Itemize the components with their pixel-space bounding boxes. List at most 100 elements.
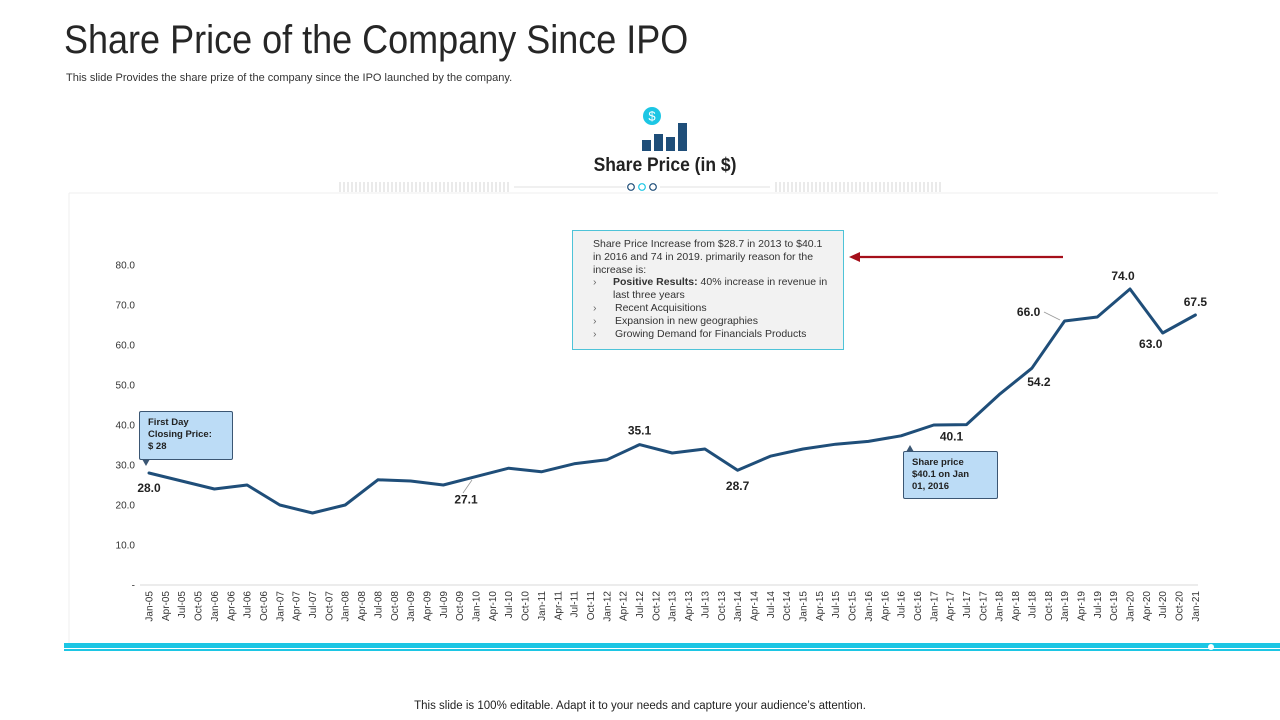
x-tick-label: Apr-08 bbox=[357, 591, 368, 621]
annotation-bullet: Expansion in new geographies bbox=[593, 315, 833, 328]
x-tick-label: Jul-15 bbox=[831, 591, 842, 619]
x-tick-label: Jan-09 bbox=[406, 591, 417, 622]
data-label: 28.0 bbox=[137, 481, 161, 495]
x-tick-label: Jul-06 bbox=[243, 591, 254, 619]
x-tick-label: Jan-06 bbox=[210, 591, 221, 622]
x-tick-label: Jul-18 bbox=[1027, 591, 1038, 619]
annotation-bullet: Growing Demand for Financials Products bbox=[593, 328, 833, 341]
x-tick-label: Oct-20 bbox=[1175, 591, 1186, 621]
x-tick-label: Apr-05 bbox=[161, 591, 172, 621]
y-tick-label: 50.0 bbox=[116, 381, 136, 392]
x-tick-label: Jan-17 bbox=[929, 591, 940, 622]
dollar-bar-chart-icon: $ bbox=[642, 107, 687, 151]
y-tick-label: 80.0 bbox=[116, 261, 136, 272]
data-label: 28.7 bbox=[726, 479, 750, 493]
slide-subtitle: This slide Provides the share prize of t… bbox=[66, 72, 513, 84]
svg-text:$: $ bbox=[648, 109, 656, 124]
x-tick-label: Jan-16 bbox=[864, 591, 875, 622]
x-tick-label: Jul-11 bbox=[570, 591, 581, 618]
data-label: 35.1 bbox=[628, 424, 652, 438]
first-day-callout-pointer bbox=[142, 459, 150, 466]
x-tick-label: Jul-09 bbox=[439, 591, 450, 619]
x-tick-label: Jul-07 bbox=[308, 591, 319, 619]
x-tick-label: Jan-10 bbox=[472, 591, 483, 622]
x-tick-label: Jan-20 bbox=[1126, 591, 1137, 622]
x-tick-label: Apr-13 bbox=[684, 591, 695, 621]
y-tick-label: 60.0 bbox=[116, 341, 136, 352]
x-tick-label: Jul-13 bbox=[700, 591, 711, 619]
x-tick-label: Apr-15 bbox=[815, 591, 826, 621]
annotation-bullet-positive-results: Positive Results: 40% increase in revenu… bbox=[593, 276, 833, 302]
data-label: 67.5 bbox=[1184, 295, 1208, 309]
x-tick-label: Oct-05 bbox=[194, 591, 205, 621]
heading-divider bbox=[339, 182, 941, 192]
x-tick-label: Apr-16 bbox=[880, 591, 891, 621]
footer-note: This slide is 100% editable. Adapt it to… bbox=[414, 700, 866, 712]
x-tick-label: Apr-18 bbox=[1011, 591, 1022, 621]
x-tick-label: Jul-16 bbox=[897, 591, 908, 619]
annotation-arrow-head bbox=[849, 252, 860, 262]
first-day-callout: First Day Closing Price: $ 28 bbox=[139, 411, 233, 460]
x-tick-label: Apr-06 bbox=[226, 591, 237, 621]
x-tick-label: Apr-12 bbox=[619, 591, 630, 621]
x-tick-label: Jan-05 bbox=[145, 591, 156, 622]
x-tick-label: Oct-06 bbox=[259, 591, 270, 621]
x-tick-label: Jan-13 bbox=[668, 591, 679, 622]
data-label: 66.0 bbox=[1017, 305, 1041, 319]
x-tick-label: Apr-07 bbox=[292, 591, 303, 621]
y-tick-label: - bbox=[132, 581, 135, 592]
x-tick-label: Oct-10 bbox=[521, 591, 532, 621]
share-price-callout-pointer bbox=[906, 445, 914, 452]
x-tick-label: Jan-19 bbox=[1060, 591, 1071, 622]
x-tick-label: Jul-17 bbox=[962, 591, 973, 619]
x-tick-label: Oct-19 bbox=[1109, 591, 1120, 621]
annotation-bullets: Positive Results: 40% increase in revenu… bbox=[593, 276, 833, 340]
x-tick-label: Jan-15 bbox=[799, 591, 810, 622]
y-tick-label: 40.0 bbox=[116, 421, 136, 432]
x-tick-label: Oct-08 bbox=[390, 591, 401, 621]
x-tick-label: Jul-08 bbox=[373, 591, 384, 619]
annotation-bullet: Recent Acquisitions bbox=[593, 302, 833, 315]
data-label: 54.2 bbox=[1027, 375, 1051, 389]
x-tick-label: Jan-14 bbox=[733, 591, 744, 622]
footer-accent-bar bbox=[64, 643, 1280, 652]
x-tick-label: Jul-19 bbox=[1093, 591, 1104, 619]
annotation-intro: Share Price Increase from $28.7 in 2013 … bbox=[593, 238, 823, 276]
x-tick-label: Apr-19 bbox=[1076, 591, 1087, 621]
annotation-box: Share Price Increase from $28.7 in 2013 … bbox=[572, 230, 844, 350]
x-tick-label: Apr-14 bbox=[749, 591, 760, 621]
share-price-line bbox=[147, 287, 1197, 515]
chart-heading: Share Price (in $) bbox=[593, 155, 737, 176]
x-tick-label: Oct-14 bbox=[782, 591, 793, 621]
x-tick-label: Jan-07 bbox=[275, 591, 286, 622]
x-tick-label: Oct-15 bbox=[848, 591, 859, 621]
data-label: 74.0 bbox=[1111, 269, 1135, 283]
x-tick-label: Oct-13 bbox=[717, 591, 728, 621]
x-tick-label: Oct-07 bbox=[324, 591, 335, 621]
x-tick-label: Jul-05 bbox=[177, 591, 188, 619]
x-tick-label: Apr-09 bbox=[422, 591, 433, 621]
annotation-bullet-bold: Positive Results: bbox=[613, 276, 698, 289]
x-tick-label: Oct-11 bbox=[586, 591, 597, 621]
x-tick-label: Jan-12 bbox=[602, 591, 613, 622]
x-tick-label: Oct-18 bbox=[1044, 591, 1055, 621]
y-tick-label: 30.0 bbox=[116, 461, 136, 472]
x-tick-label: Jul-10 bbox=[504, 591, 515, 619]
data-label: 27.1 bbox=[454, 493, 478, 507]
x-tick-label: Oct-17 bbox=[978, 591, 989, 621]
x-tick-label: Apr-17 bbox=[946, 591, 957, 621]
x-tick-label: Jan-11 bbox=[537, 591, 548, 621]
x-tick-label: Jan-18 bbox=[995, 591, 1006, 622]
slide-title: Share Price of the Company Since IPO bbox=[64, 18, 689, 62]
x-tick-label: Jan-08 bbox=[341, 591, 352, 622]
x-tick-label: Jul-14 bbox=[766, 591, 777, 619]
share-price-callout: Share price $40.1 on Jan 01, 2016 bbox=[903, 451, 998, 499]
x-tick-label: Apr-20 bbox=[1142, 591, 1153, 621]
y-tick-label: 10.0 bbox=[116, 541, 136, 552]
x-tick-label: Jan-21 bbox=[1191, 591, 1202, 622]
x-tick-label: Apr-10 bbox=[488, 591, 499, 621]
data-label: 40.1 bbox=[940, 430, 964, 444]
annotation-bullet-text: 40% increase in revenue in last three ye… bbox=[613, 276, 828, 302]
y-tick-label: 20.0 bbox=[116, 501, 136, 512]
